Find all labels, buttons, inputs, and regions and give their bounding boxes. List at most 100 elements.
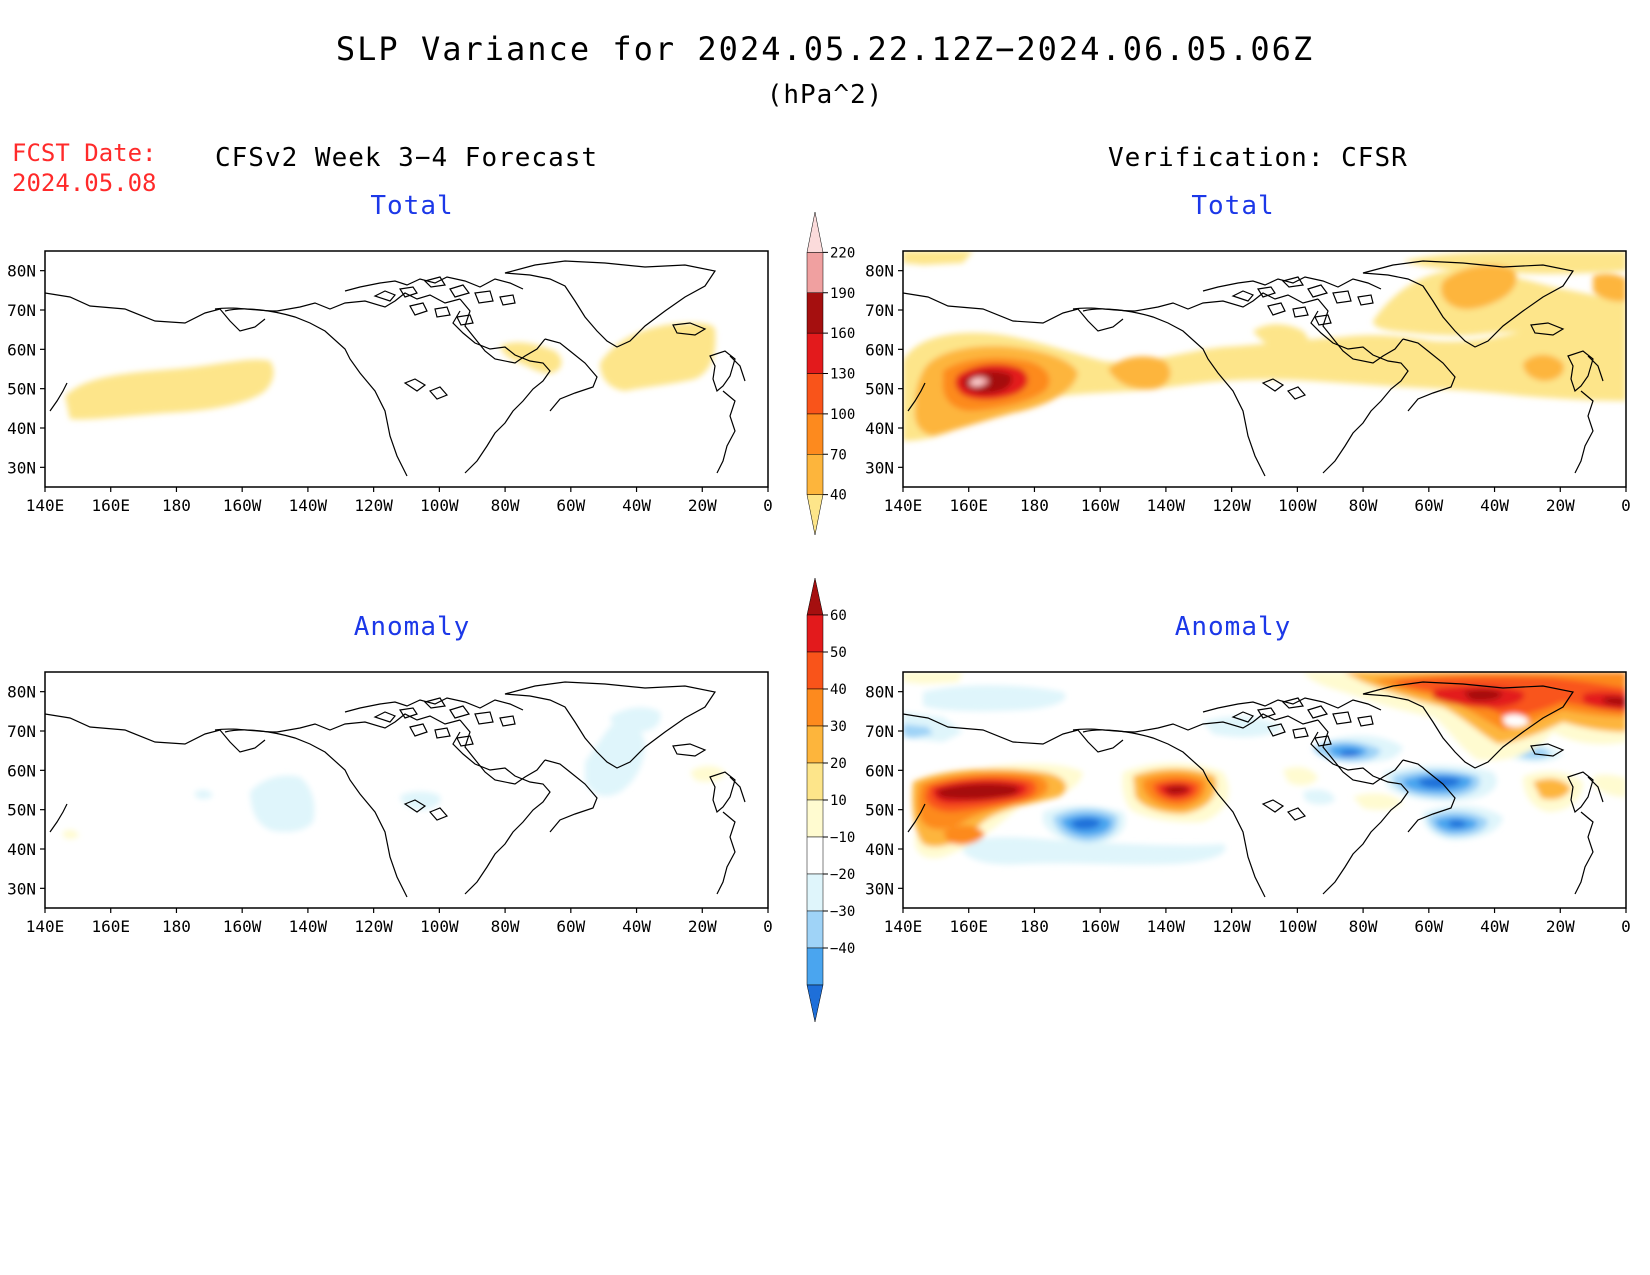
verification-total-title: Total bbox=[1191, 191, 1275, 221]
verification-anomaly-frame bbox=[902, 671, 1627, 909]
forecast-total-shading bbox=[65, 323, 715, 420]
forecast-anomaly-lon-label: 160E bbox=[91, 917, 130, 936]
verification-anomaly-lat-label: 40N bbox=[865, 840, 894, 859]
total-colorbar-swatch bbox=[806, 292, 824, 334]
anomaly-colorbar-label: −40 bbox=[830, 941, 855, 957]
total-colorbar-label: 40 bbox=[830, 488, 847, 504]
verification-total-lon-label: 0 bbox=[1621, 496, 1631, 515]
total-colorbar-swatch bbox=[806, 252, 824, 293]
forecast-total-lon-label: 180 bbox=[162, 496, 191, 515]
forecast-total-panel bbox=[44, 250, 769, 488]
forecast-anomaly-lon-label: 120W bbox=[354, 917, 393, 936]
verification-total-lon-label: 140E bbox=[884, 496, 923, 515]
forecast-header: CFSv2 Week 3−4 Forecast bbox=[215, 143, 599, 173]
verification-anomaly-lon-label: 40W bbox=[1480, 917, 1509, 936]
anomaly-colorbar-label: 50 bbox=[830, 645, 847, 661]
verification-total-lat-label: 80N bbox=[865, 262, 894, 281]
verification-anomaly-lat-label: 80N bbox=[865, 683, 894, 702]
forecast-total-lon-label: 140E bbox=[26, 496, 65, 515]
anomaly-colorbar-swatch bbox=[806, 688, 824, 727]
forecast-anomaly-lat-label: 50N bbox=[7, 801, 36, 820]
forecast-total-lon-label: 80W bbox=[491, 496, 520, 515]
forecast-total-lat-label: 50N bbox=[7, 380, 36, 399]
total-colorbar-swatch bbox=[806, 211, 824, 253]
total-colorbar-swatch bbox=[806, 332, 824, 374]
forecast-anomaly-lon-label: 100W bbox=[420, 917, 459, 936]
forecast-anomaly-lon-label: 80W bbox=[491, 917, 520, 936]
anomaly-colorbar-swatch bbox=[806, 651, 824, 690]
verification-total-shading bbox=[903, 251, 1626, 441]
verification-anomaly-lon-label: 20W bbox=[1546, 917, 1575, 936]
forecast-total-lon-label: 140W bbox=[289, 496, 328, 515]
verification-anomaly-lon-label: 80W bbox=[1349, 917, 1378, 936]
verification-total-lat-label: 60N bbox=[865, 340, 894, 359]
verification-total-lon-label: 140W bbox=[1147, 496, 1186, 515]
total-colorbar-swatch bbox=[806, 454, 824, 495]
anomaly-colorbar-swatch bbox=[806, 799, 824, 838]
verification-anomaly-lon-label: 160W bbox=[1081, 917, 1120, 936]
colorbars: 40 70 100 130 160 190 220 60 50 40 30 20 10 −10 −20 −30… bbox=[806, 211, 855, 1023]
verification-total-lon-label: 40W bbox=[1480, 496, 1509, 515]
verification-total-panel bbox=[902, 250, 1627, 488]
forecast-anomaly-lon-label: 60W bbox=[556, 917, 585, 936]
verification-anomaly-lon-label: 120W bbox=[1212, 917, 1251, 936]
verification-anomaly-panel bbox=[902, 671, 1627, 909]
verification-total-lon-label: 60W bbox=[1414, 496, 1443, 515]
verification-total-lon-label: 160W bbox=[1081, 496, 1120, 515]
forecast-anomaly-lon-label: 20W bbox=[688, 917, 717, 936]
forecast-anomaly-lon-label: 0 bbox=[763, 917, 773, 936]
verification-total-lat-label: 40N bbox=[865, 419, 894, 438]
forecast-total-lon-label: 100W bbox=[420, 496, 459, 515]
verification-total-frame bbox=[902, 250, 1627, 488]
anomaly-colorbar-label: 10 bbox=[830, 793, 847, 809]
forecast-total-lon-label: 160E bbox=[91, 496, 130, 515]
anomaly-colorbar-label: −30 bbox=[830, 904, 855, 920]
verification-anomaly-lon-label: 180 bbox=[1020, 917, 1049, 936]
total-colorbar-swatch bbox=[806, 373, 824, 415]
verification-total-lat-label: 30N bbox=[865, 458, 894, 477]
figure-units: (hPa^2) bbox=[766, 80, 884, 110]
anomaly-colorbar-swatch bbox=[806, 984, 824, 1023]
forecast-anomaly-lat-label: 60N bbox=[7, 761, 36, 780]
total-colorbar-swatch bbox=[806, 413, 824, 455]
forecast-total-frame bbox=[44, 250, 769, 488]
anomaly-colorbar-swatch bbox=[806, 762, 824, 801]
verification-anomaly-lat-label: 30N bbox=[865, 879, 894, 898]
forecast-total-lon-label: 0 bbox=[763, 496, 773, 515]
figure-title: SLP Variance for 2024.05.22.12Z−2024.06.… bbox=[335, 30, 1315, 68]
anomaly-colorbar-swatch bbox=[806, 836, 824, 875]
verification-anomaly-lat-label: 50N bbox=[865, 801, 894, 820]
total-colorbar-label: 130 bbox=[830, 367, 855, 383]
anomaly-colorbar-label: 30 bbox=[830, 719, 847, 735]
forecast-anomaly-frame bbox=[44, 671, 769, 909]
anomaly-colorbar-swatch bbox=[806, 947, 824, 986]
anomaly-colorbar-label: −20 bbox=[830, 867, 855, 883]
verification-total-lon-label: 160E bbox=[949, 496, 988, 515]
forecast-date-value: 2024.05.08 bbox=[12, 169, 157, 197]
verification-total-lon-label: 80W bbox=[1349, 496, 1378, 515]
anomaly-colorbar-swatch bbox=[806, 873, 824, 912]
anomaly-colorbar-swatch bbox=[806, 910, 824, 949]
forecast-total-lon-label: 160W bbox=[223, 496, 262, 515]
forecast-total-lat-label: 30N bbox=[7, 458, 36, 477]
verification-anomaly-lon-label: 100W bbox=[1278, 917, 1317, 936]
forecast-total-lon-label: 40W bbox=[622, 496, 651, 515]
forecast-anomaly-lon-label: 180 bbox=[162, 917, 191, 936]
forecast-total-lat-label: 40N bbox=[7, 419, 36, 438]
verification-anomaly-lat-label: 70N bbox=[865, 722, 894, 741]
forecast-anomaly-lon-label: 40W bbox=[622, 917, 651, 936]
verification-anomaly-title: Anomaly bbox=[1174, 612, 1292, 642]
forecast-anomaly-lon-label: 140W bbox=[289, 917, 328, 936]
verification-total-lat-label: 70N bbox=[865, 301, 894, 320]
forecast-date-block: FCST Date: 2024.05.08 bbox=[12, 138, 157, 198]
anomaly-colorbar-label: 60 bbox=[830, 608, 847, 624]
verification-total-lat-label: 50N bbox=[865, 380, 894, 399]
anomaly-colorbar-swatch bbox=[806, 577, 824, 616]
forecast-total-lon-label: 20W bbox=[688, 496, 717, 515]
anomaly-colorbar-label: −10 bbox=[830, 830, 855, 846]
forecast-anomaly-shading bbox=[63, 707, 725, 839]
anomaly-colorbar-swatch bbox=[806, 614, 824, 653]
anomaly-colorbar-label: 20 bbox=[830, 756, 847, 772]
forecast-total-title: Total bbox=[370, 191, 454, 221]
